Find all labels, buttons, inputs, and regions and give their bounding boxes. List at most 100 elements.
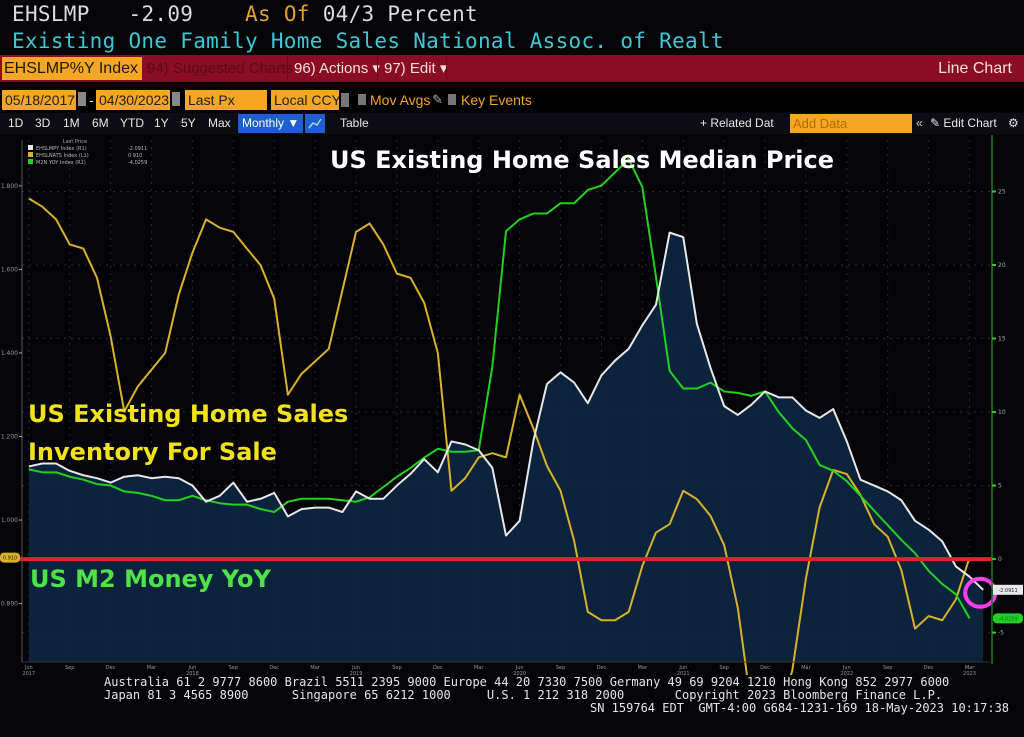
legend-value: 0.910 bbox=[128, 153, 142, 159]
security-input[interactable]: EHSLMP%Y Index bbox=[2, 57, 142, 80]
axis-layer: 1.800 1.600 1.400 1.200 1.000 0.800 25 20 15 10 5 0… bbox=[0, 135, 1023, 675]
x-year-label: 2023 bbox=[963, 671, 976, 675]
range-1d[interactable]: 1D bbox=[8, 116, 24, 130]
toolbar-divider bbox=[287, 57, 288, 80]
chart-type-label[interactable]: Line Chart bbox=[938, 60, 1012, 77]
right-tick-label: 20 bbox=[998, 262, 1006, 269]
legend-name: EHSLNATS Index (L1) bbox=[36, 153, 89, 159]
series-line-2 bbox=[28, 158, 971, 619]
right-tick-label: 25 bbox=[998, 188, 1006, 195]
range-ytd[interactable]: YTD bbox=[120, 116, 144, 130]
security-description: Existing One Family Home Sales National … bbox=[12, 29, 724, 53]
inventory-label-line1: US Existing Home Sales bbox=[28, 400, 348, 428]
x-tick-label: Jun bbox=[515, 665, 524, 671]
x-tick-label: Jun bbox=[351, 665, 360, 671]
x-tick-label: Jun bbox=[24, 665, 33, 671]
area-layer bbox=[28, 232, 984, 662]
x-tick-label: Mar bbox=[147, 665, 157, 671]
legend-value: -4.0259 bbox=[128, 160, 147, 166]
edit-menu[interactable]: 97) Edit ▾ bbox=[384, 60, 448, 77]
end-date-input[interactable]: 04/30/2023 bbox=[96, 90, 170, 110]
x-tick-label: Dec bbox=[433, 665, 443, 671]
right-tick-label: -5 bbox=[998, 630, 1004, 637]
gear-icon[interactable]: ⚙ bbox=[1008, 116, 1019, 130]
legend-swatch bbox=[28, 159, 33, 164]
key-events-label[interactable]: Key Events bbox=[461, 92, 532, 108]
x-tick-label: Mar bbox=[310, 665, 320, 671]
contact-line-1: Australia 61 2 9777 8600 Brazil 5511 239… bbox=[104, 675, 950, 689]
mov-avgs-label[interactable]: Mov Avgs bbox=[370, 92, 431, 108]
chart-title: US Existing Home Sales Median Price bbox=[330, 146, 834, 174]
range-5y[interactable]: 5Y bbox=[181, 116, 196, 130]
legend-swatch bbox=[28, 152, 33, 157]
x-tick-label: Dec bbox=[760, 665, 770, 671]
right-tick-label: 5 bbox=[998, 483, 1002, 490]
x-year-label: 2018 bbox=[186, 671, 199, 675]
line-chart: 1.800 1.600 1.400 1.200 1.000 0.800 25 20 15 10 5 0… bbox=[0, 135, 1023, 675]
currency-select[interactable]: Local CCY bbox=[271, 90, 339, 110]
frequency-select[interactable]: Monthly ▼ bbox=[238, 114, 304, 133]
legend-swatch bbox=[28, 145, 33, 150]
calendar-icon[interactable] bbox=[172, 92, 180, 106]
x-tick-label: Dec bbox=[269, 665, 279, 671]
edit-chart-button[interactable]: ✎ Edit Chart bbox=[930, 116, 997, 130]
calendar-icon[interactable] bbox=[78, 92, 86, 106]
x-tick-label: Jun bbox=[678, 665, 687, 671]
x-tick-label: Sep bbox=[719, 665, 728, 671]
security-header: EHSLMP -2.09 As Of 04/3 Percent bbox=[12, 2, 478, 26]
left-tick-label: 1.800 bbox=[1, 183, 18, 190]
mov-avgs-checkbox[interactable] bbox=[358, 94, 366, 105]
m2-label: US M2 Money YoY bbox=[30, 565, 271, 593]
left-tick-label: 1.000 bbox=[1, 517, 18, 524]
as-of-label: As Of bbox=[245, 2, 310, 26]
x-tick-label: Mar bbox=[638, 665, 648, 671]
suggested-charts-button[interactable]: 94) Suggested Charts bbox=[147, 60, 293, 77]
right-green-tag-text: -4.0259 bbox=[998, 616, 1017, 622]
related-data-button[interactable]: + Related Dat bbox=[700, 116, 774, 130]
range-6m[interactable]: 6M bbox=[92, 116, 109, 130]
pencil-icon[interactable]: ✎ bbox=[432, 92, 443, 107]
median-price-area bbox=[28, 232, 984, 662]
inventory-label-line2: Inventory For Sale bbox=[28, 438, 277, 466]
key-events-checkbox[interactable] bbox=[448, 94, 456, 105]
price-field-select[interactable]: Last Px bbox=[185, 90, 267, 110]
settings-toolbar bbox=[0, 88, 1024, 112]
range-max[interactable]: Max bbox=[208, 116, 231, 130]
left-last-value-text: 0.910 bbox=[3, 556, 17, 562]
left-tick-label: 1.200 bbox=[1, 433, 18, 440]
range-1y[interactable]: 1Y bbox=[154, 116, 169, 130]
dropdown-arrow-icon[interactable] bbox=[341, 93, 349, 107]
right-white-tag-text: -2.0911 bbox=[998, 588, 1017, 594]
legend-name: EHSLMPY Index (R1) bbox=[36, 146, 87, 152]
right-tick-label: 10 bbox=[998, 409, 1006, 416]
actions-menu[interactable]: 96) Actions ▾ bbox=[294, 60, 380, 77]
x-tick-label: Dec bbox=[924, 665, 934, 671]
x-tick-label: Mar bbox=[965, 665, 975, 671]
range-1m[interactable]: 1M bbox=[63, 116, 80, 130]
ticker: EHSLMP bbox=[12, 2, 90, 26]
left-tick-label: 0.800 bbox=[1, 601, 18, 608]
x-tick-label: Mar bbox=[801, 665, 811, 671]
line-layer bbox=[0, 158, 998, 675]
x-tick-label: Sep bbox=[229, 665, 238, 671]
legend-title: Last Price bbox=[63, 139, 87, 145]
x-tick-label: Dec bbox=[106, 665, 116, 671]
last-value: -2.09 bbox=[128, 2, 194, 26]
series-line-1 bbox=[28, 197, 971, 675]
start-date-input[interactable]: 05/18/2017 bbox=[2, 90, 76, 110]
collapse-icon[interactable]: « bbox=[916, 116, 923, 130]
x-tick-label: Mar bbox=[474, 665, 484, 671]
x-tick-label: Sep bbox=[883, 665, 892, 671]
right-tick-label: 0 bbox=[998, 556, 1002, 563]
legend-value: -2.0911 bbox=[128, 146, 147, 152]
line-chart-icon[interactable] bbox=[305, 114, 325, 133]
x-year-label: 2020 bbox=[513, 671, 526, 675]
left-tick-label: 1.400 bbox=[1, 350, 18, 357]
contact-line-2: Japan 81 3 4565 8900 Singapore 65 6212 1… bbox=[104, 688, 943, 702]
range-3d[interactable]: 3D bbox=[35, 116, 51, 130]
date-separator: - bbox=[89, 92, 94, 108]
right-tick-label: 15 bbox=[998, 336, 1006, 343]
table-button[interactable]: Table bbox=[340, 116, 369, 130]
add-data-input[interactable]: Add Data bbox=[790, 114, 912, 133]
